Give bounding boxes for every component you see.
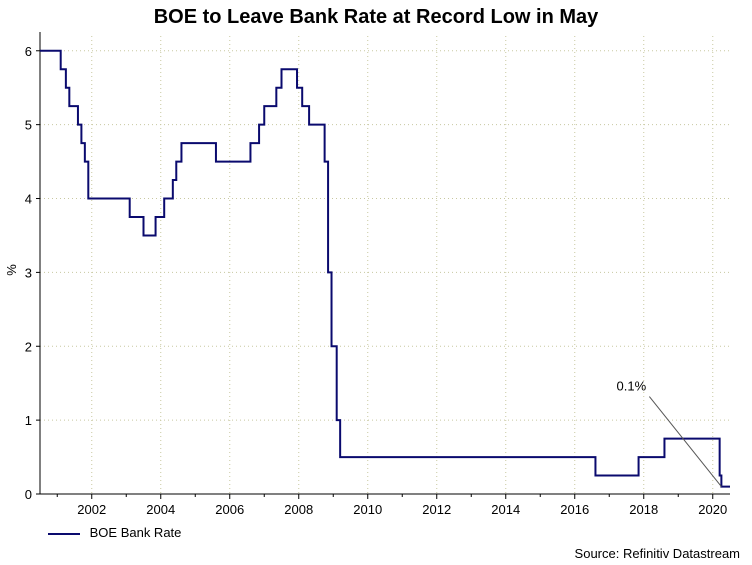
x-tick-label: 2004 bbox=[146, 502, 175, 517]
x-tick-label: 2008 bbox=[284, 502, 313, 517]
x-tick-label: 2020 bbox=[698, 502, 727, 517]
annotation-layer: 0.1% bbox=[617, 379, 722, 487]
series-line-bank-rate bbox=[40, 49, 730, 488]
legend-label: BOE Bank Rate bbox=[89, 525, 182, 540]
y-tick-label: 0 bbox=[25, 487, 32, 502]
y-tick-label: 6 bbox=[25, 44, 32, 59]
series-layer bbox=[40, 49, 730, 488]
x-tick-label: 2012 bbox=[422, 502, 451, 517]
annotation-leader-line bbox=[648, 396, 722, 487]
chart-title: BOE to Leave Bank Rate at Record Low in … bbox=[153, 6, 599, 28]
grid-lines bbox=[40, 36, 730, 494]
y-tick-label: 1 bbox=[25, 413, 32, 428]
x-tick-label: 2014 bbox=[491, 502, 520, 517]
x-tick-label: 2016 bbox=[560, 502, 589, 517]
y-tick-label: 2 bbox=[25, 339, 32, 354]
x-tick-label: 2006 bbox=[215, 502, 244, 517]
legend-swatch bbox=[48, 532, 80, 535]
axes: 0 1 2 3 4 5 6 2002 2004 2006 2008 2010 2012 2014 2016 2… bbox=[25, 32, 730, 517]
y-tick-label: 5 bbox=[25, 118, 32, 133]
x-tick-label: 2018 bbox=[629, 502, 658, 517]
x-tick-label: 2002 bbox=[77, 502, 106, 517]
x-tick-label: 2010 bbox=[353, 502, 382, 517]
annotation-label: 0.1% bbox=[617, 379, 647, 394]
y-axis-label: % bbox=[4, 264, 19, 276]
legend: BOE Bank Rate bbox=[48, 525, 181, 540]
source-note: Source: Refinitiv Datastream bbox=[574, 546, 740, 561]
y-tick-label: 4 bbox=[25, 192, 32, 207]
y-tick-label: 3 bbox=[25, 265, 32, 280]
